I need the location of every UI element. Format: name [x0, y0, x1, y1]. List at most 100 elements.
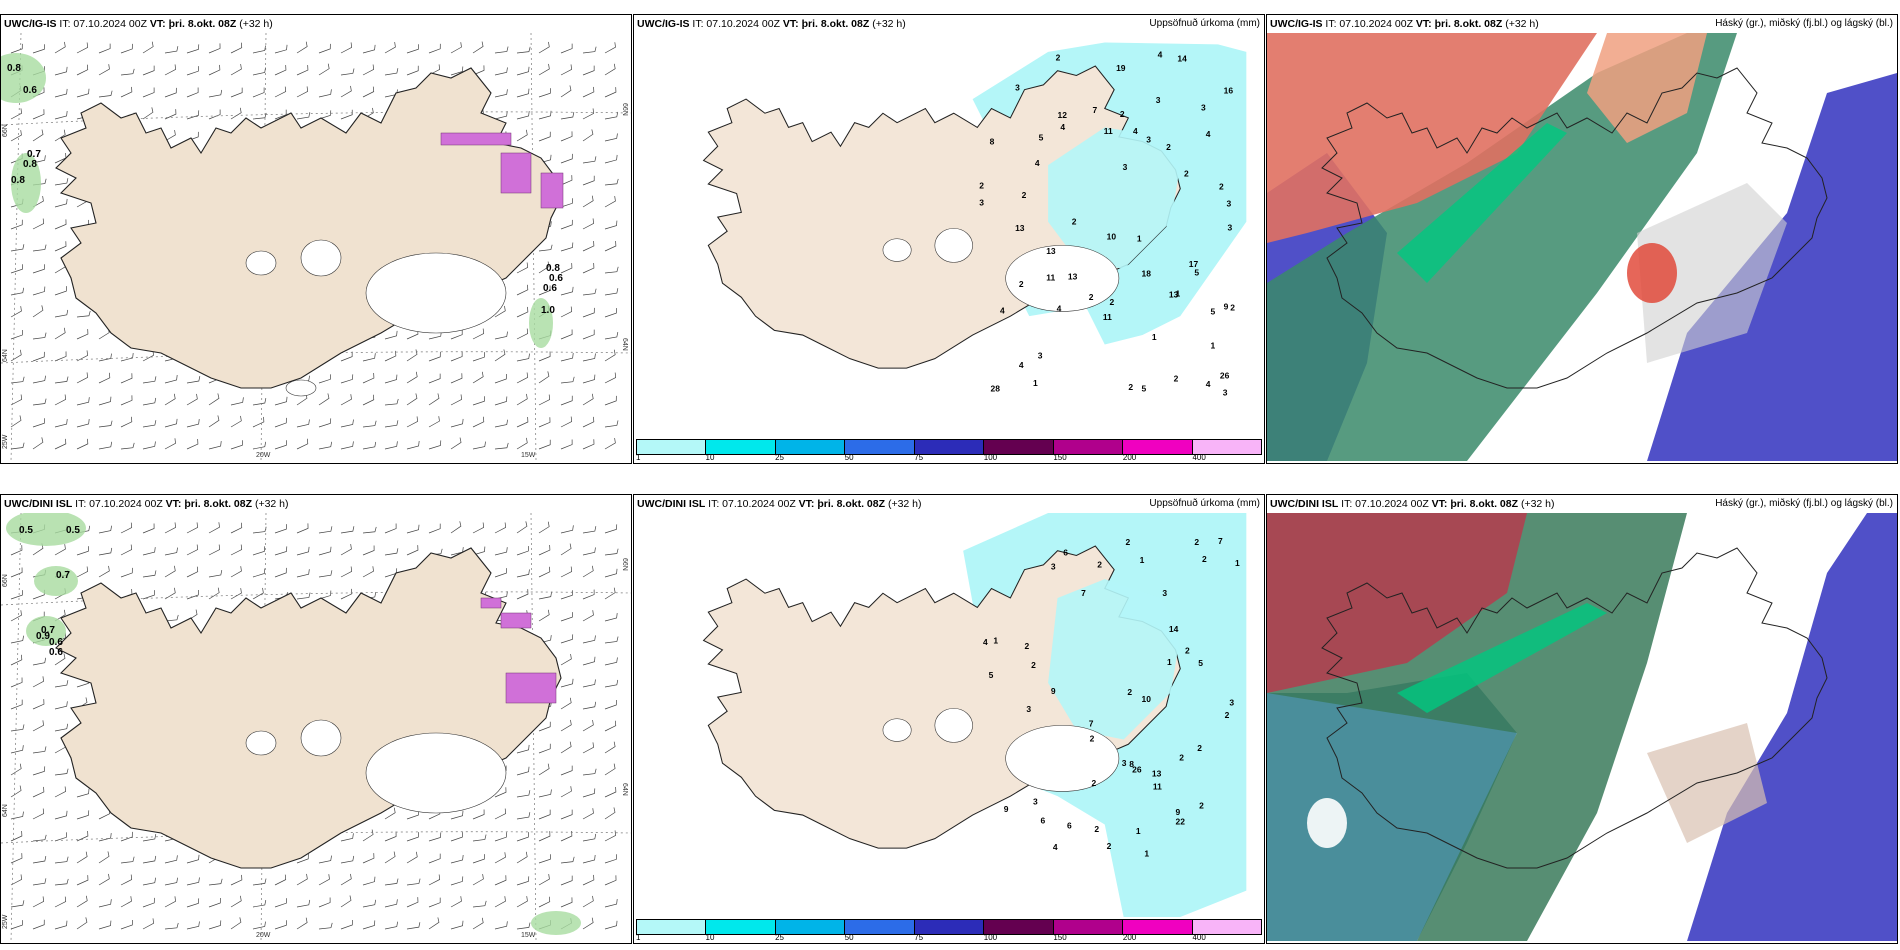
wind-barb	[582, 175, 595, 186]
init-time: IT: 07.10.2024 00Z	[59, 18, 147, 30]
colorbar-label: 25	[775, 453, 785, 462]
wind-barb	[318, 418, 332, 428]
precip-label: 2	[1126, 537, 1131, 547]
colorbar-swatch	[1123, 440, 1193, 454]
colorbar-label: 10	[705, 933, 715, 942]
model-name: UWC/IG-IS	[1270, 18, 1323, 30]
valid-time: þri. 8.okt. 08Z	[1434, 18, 1503, 30]
wind-barb	[560, 85, 572, 98]
precip-label: 2	[1197, 743, 1202, 753]
wind-barb	[32, 375, 46, 384]
wind-barb	[54, 66, 68, 76]
prob-label: 0.8	[23, 159, 37, 170]
precip-label: 11	[1153, 782, 1162, 792]
precip-label: 5	[1198, 658, 1203, 668]
precip-label: 18	[1142, 269, 1152, 279]
wind-barb	[582, 307, 595, 318]
wind-barb	[230, 397, 244, 406]
wind-barb	[54, 327, 66, 340]
wind-barb	[54, 419, 68, 428]
wind-barb	[10, 900, 25, 908]
precip-label: 4	[1060, 122, 1065, 132]
wind-barb	[208, 544, 221, 556]
wind-barb	[560, 306, 573, 318]
wind-barb	[120, 86, 133, 98]
wind-barb	[318, 590, 332, 600]
wind-barb	[76, 418, 90, 428]
wind-barb	[142, 547, 156, 556]
wind-barb	[384, 899, 398, 908]
wind-barb	[10, 442, 25, 450]
wind-barb	[98, 808, 111, 820]
wind-barb	[252, 416, 265, 428]
wind-barb	[274, 546, 288, 556]
wind-barb	[32, 109, 45, 120]
wind-barb	[208, 415, 220, 428]
wind-barb	[98, 396, 112, 406]
wind-barb	[494, 419, 508, 428]
precip-label: 1	[1235, 558, 1240, 568]
wind-barb	[296, 569, 310, 578]
wind-barb	[230, 522, 243, 534]
axis-label: 15W	[521, 452, 536, 459]
wind-barb	[538, 609, 550, 622]
vt-label: VT:	[149, 18, 166, 30]
wind-barb	[560, 741, 572, 754]
wind-barb	[604, 220, 618, 230]
valid-time: þri. 8.okt. 08Z	[1450, 498, 1519, 510]
wind-barb	[516, 521, 528, 534]
wind-barb	[76, 372, 88, 384]
wind-barb	[362, 899, 377, 908]
wind-barb	[604, 720, 617, 732]
wind-barb	[164, 614, 179, 622]
precip-label: 3	[1223, 387, 1228, 397]
precip-label: 2	[1230, 303, 1235, 313]
wind-barb	[164, 587, 176, 600]
wind-barb	[604, 372, 617, 384]
wind-barb	[340, 526, 355, 534]
wind-barb	[494, 396, 508, 406]
wind-barb	[560, 612, 573, 622]
wind-barb	[252, 899, 267, 908]
wind-barb	[142, 570, 157, 578]
wind-barb	[428, 440, 442, 450]
wind-barb	[340, 855, 355, 864]
wind-barb	[296, 853, 309, 864]
precip-label: 5	[1142, 384, 1147, 394]
wind-barb	[252, 526, 267, 534]
wind-barb	[76, 64, 89, 76]
wind-barb	[472, 809, 485, 820]
wind-barb	[604, 875, 617, 886]
wind-barb	[10, 811, 24, 820]
wind-barb	[164, 522, 176, 534]
wind-barb	[406, 65, 419, 76]
wind-barb	[186, 44, 200, 54]
wind-barb	[538, 244, 553, 252]
wind-barb	[208, 878, 223, 886]
panel-bottom-precip: UWC/DINI ISL IT: 07.10.2024 00Z VT: þri.…	[633, 494, 1265, 944]
wind-barb	[494, 896, 506, 908]
panel-title: Háský (gr.), miðský (fj.bl.) og lágský (…	[1715, 498, 1893, 509]
precip-label: 2	[1025, 641, 1030, 651]
init-time: IT: 07.10.2024 00Z	[1341, 498, 1429, 510]
precip-label: 22	[1176, 816, 1186, 826]
wind-barb	[604, 587, 616, 600]
precip-label: 9	[1051, 686, 1056, 696]
wind-barb	[604, 196, 616, 208]
wind-barb	[32, 834, 47, 842]
wind-barb	[120, 896, 132, 908]
wind-barb	[604, 763, 616, 776]
wind-barb	[472, 441, 486, 450]
wind-barb	[10, 610, 22, 622]
precip-label: 4	[1057, 303, 1062, 313]
wind-barb	[274, 396, 288, 406]
wind-map: 0.5 0.5 0.7 0.7 0.9 0.6 0.6 66N 64N 25W …	[1, 513, 631, 941]
wind-barb	[582, 129, 594, 142]
precip-label: 1	[1144, 849, 1149, 859]
wind-barb	[384, 350, 397, 362]
wind-barb	[54, 896, 67, 908]
wind-barb	[516, 812, 531, 820]
prob-label: 0.7	[41, 625, 55, 636]
wind-barb	[384, 441, 398, 450]
wind-barb	[538, 809, 551, 820]
